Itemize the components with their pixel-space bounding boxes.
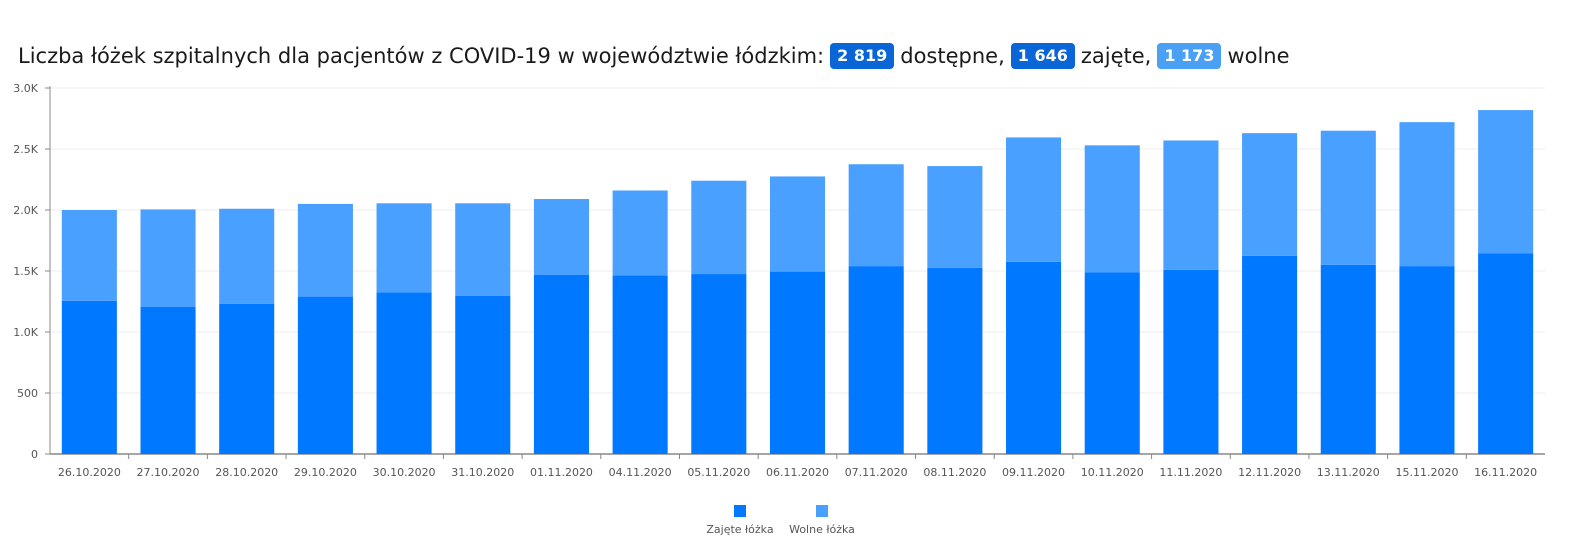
y-tick-label: 500 [17, 387, 38, 400]
legend: Zajęte łóżka Wolne łóżka [0, 505, 1595, 545]
bar-occupied[interactable] [1242, 255, 1298, 454]
bar-free[interactable] [1242, 133, 1298, 256]
x-tick-label: 28.10.2020 [215, 466, 278, 479]
y-tick-label: 3.0K [13, 82, 38, 95]
bar-occupied[interactable] [927, 267, 983, 454]
x-tick-label: 15.11.2020 [1395, 466, 1458, 479]
bar-free[interactable] [1320, 130, 1376, 265]
x-tick-label: 06.11.2020 [766, 466, 829, 479]
bar-occupied[interactable] [61, 300, 117, 454]
x-tick-label: 05.11.2020 [687, 466, 750, 479]
x-tick-label: 11.11.2020 [1159, 466, 1222, 479]
bar-free[interactable] [1084, 145, 1140, 273]
y-tick-label: 1.5K [13, 265, 38, 278]
occupied-badge: 1 646 [1010, 43, 1075, 69]
bar-occupied[interactable] [376, 292, 432, 454]
bar-free[interactable] [1163, 140, 1219, 270]
bar-free[interactable] [848, 164, 904, 267]
bar-occupied[interactable] [1006, 261, 1062, 454]
free-badge: 1 173 [1157, 43, 1222, 69]
x-tick-label: 31.10.2020 [451, 466, 514, 479]
legend-label-occupied: Zajęte łóżka [706, 523, 774, 536]
bar-free[interactable] [297, 203, 353, 297]
occupied-label: zajęte, [1080, 44, 1152, 68]
x-tick-label: 04.11.2020 [609, 466, 672, 479]
title-prefix: Liczba łóżek szpitalnych dla pacjentów z… [18, 44, 825, 68]
bar-occupied[interactable] [769, 271, 826, 454]
bar-free[interactable] [533, 199, 589, 275]
y-tick-label: 0 [31, 448, 38, 461]
available-badge: 2 819 [830, 43, 895, 69]
x-tick-label: 27.10.2020 [137, 466, 200, 479]
bar-free[interactable] [455, 203, 511, 297]
y-tick-label: 2.0K [13, 204, 38, 217]
bar-free[interactable] [1006, 137, 1062, 262]
available-label: dostępne, [900, 44, 1005, 68]
legend-swatch-occupied [734, 505, 746, 517]
bar-free[interactable] [1399, 122, 1455, 267]
bar-occupied[interactable] [848, 266, 904, 454]
free-label: wolne [1227, 44, 1290, 68]
bar-occupied[interactable] [455, 296, 511, 454]
bar-free[interactable] [219, 208, 275, 304]
x-tick-label: 13.11.2020 [1317, 466, 1380, 479]
x-tick-label: 29.10.2020 [294, 466, 357, 479]
bar-free[interactable] [691, 180, 747, 275]
bar-chart: 0 500 1.0K 1.5K 2.0K 2.5K 3.0K 26.10.2020 27.10.… [13, 82, 1545, 479]
x-tick-label: 16.11.2020 [1474, 466, 1537, 479]
bar-free[interactable] [1478, 110, 1534, 254]
x-tick-label: 09.11.2020 [1002, 466, 1065, 479]
y-tick-label: 2.5K [13, 143, 38, 156]
x-tick-label: 10.11.2020 [1081, 466, 1144, 479]
x-tick-label: 26.10.2020 [58, 466, 121, 479]
legend-swatch-free [816, 505, 828, 517]
bar-free[interactable] [612, 190, 668, 276]
bar-occupied[interactable] [1399, 266, 1455, 454]
x-tick-label: 07.11.2020 [845, 466, 908, 479]
bar-occupied[interactable] [612, 275, 668, 454]
bar-free[interactable] [140, 209, 196, 307]
x-tick-label: 01.11.2020 [530, 466, 593, 479]
bar-free[interactable] [61, 210, 117, 301]
bar-occupied[interactable] [691, 274, 747, 454]
x-tick-label: 12.11.2020 [1238, 466, 1301, 479]
bar-occupied[interactable] [140, 306, 196, 454]
bar-occupied[interactable] [297, 296, 353, 454]
bar-occupied[interactable] [1084, 272, 1140, 454]
legend-item-occupied[interactable]: Zajęte łóżka [700, 505, 780, 536]
x-tick-label: 08.11.2020 [923, 466, 986, 479]
bar-occupied[interactable] [219, 303, 275, 454]
bar-occupied[interactable] [1163, 269, 1219, 454]
x-tick-label: 30.10.2020 [373, 466, 436, 479]
bar-free[interactable] [927, 166, 983, 268]
legend-item-free[interactable]: Wolne łóżka [782, 505, 862, 536]
bar-free[interactable] [769, 176, 826, 272]
bar-occupied[interactable] [1320, 264, 1376, 454]
legend-label-free: Wolne łóżka [789, 523, 855, 536]
bar-occupied[interactable] [1478, 253, 1534, 454]
bar-occupied[interactable] [533, 274, 589, 454]
chart-title: Liczba łóżek szpitalnych dla pacjentów z… [18, 40, 1290, 72]
y-tick-label: 1.0K [13, 326, 38, 339]
bar-free[interactable] [376, 203, 432, 293]
